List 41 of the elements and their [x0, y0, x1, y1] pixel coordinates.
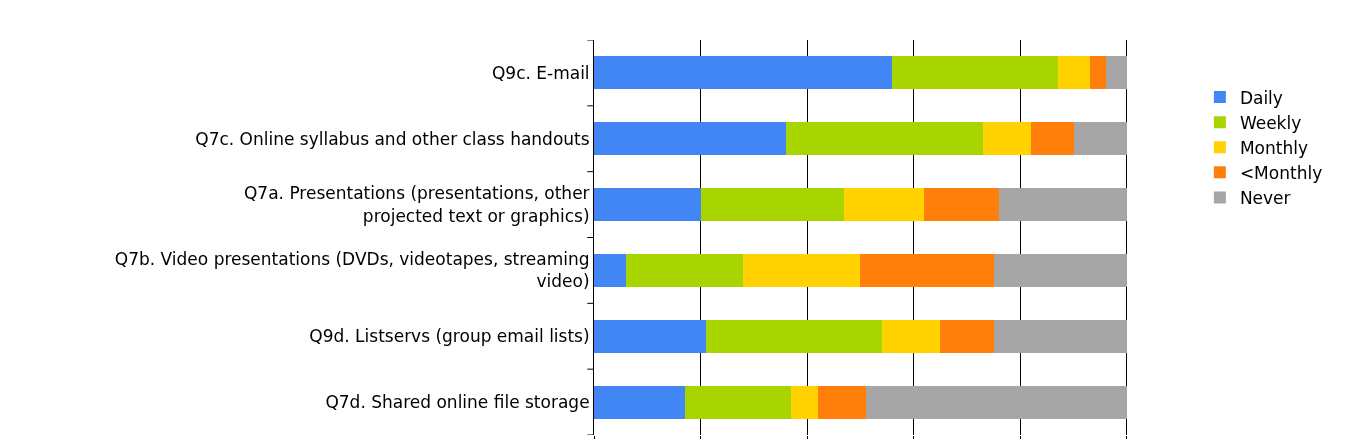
bar [892, 56, 1058, 90]
bar [594, 385, 685, 419]
legend-label: Weekly [1239, 112, 1302, 133]
bar [1057, 56, 1090, 90]
bar [881, 319, 941, 353]
bar [817, 385, 866, 419]
bar [594, 122, 786, 156]
y-tick-label: Q9d. Listservs (group email lists) [309, 326, 590, 347]
bar [1031, 122, 1074, 156]
bar [700, 188, 845, 222]
y-tick-label: Q9c. E-mail [491, 62, 590, 83]
bar [844, 188, 925, 222]
legend-label: Daily [1239, 87, 1283, 108]
bar [1089, 56, 1106, 90]
bar [999, 188, 1127, 222]
bar [594, 56, 893, 90]
bar [594, 319, 706, 353]
bar [743, 253, 861, 287]
y-tick-label: Q7b. Video presentations (DVDs, videotapes, streaming video) [114, 249, 590, 292]
bar [860, 253, 994, 287]
bar [785, 122, 984, 156]
bar [983, 122, 1032, 156]
bar [1073, 122, 1127, 156]
bar [1105, 56, 1127, 90]
bar [993, 319, 1127, 353]
legend-label: Monthly [1239, 137, 1308, 158]
y-tick-label: Q7c. Online syllabus and other class handouts [195, 128, 590, 149]
legend-label: <Monthly [1239, 162, 1323, 183]
y-tick-label: Q7a. Presentations (presentations, other projected text or graphics) [243, 183, 590, 226]
bar [993, 253, 1127, 287]
bar [865, 385, 1127, 419]
bar [791, 385, 818, 419]
bar [924, 188, 1000, 222]
bar [940, 319, 994, 353]
legend-label: Never [1239, 188, 1291, 209]
y-tick-label: Q7d. Shared online file storage [325, 392, 590, 413]
bar [705, 319, 882, 353]
bar [625, 253, 744, 287]
bar [684, 385, 792, 419]
bar [594, 253, 626, 287]
bar [594, 188, 701, 222]
